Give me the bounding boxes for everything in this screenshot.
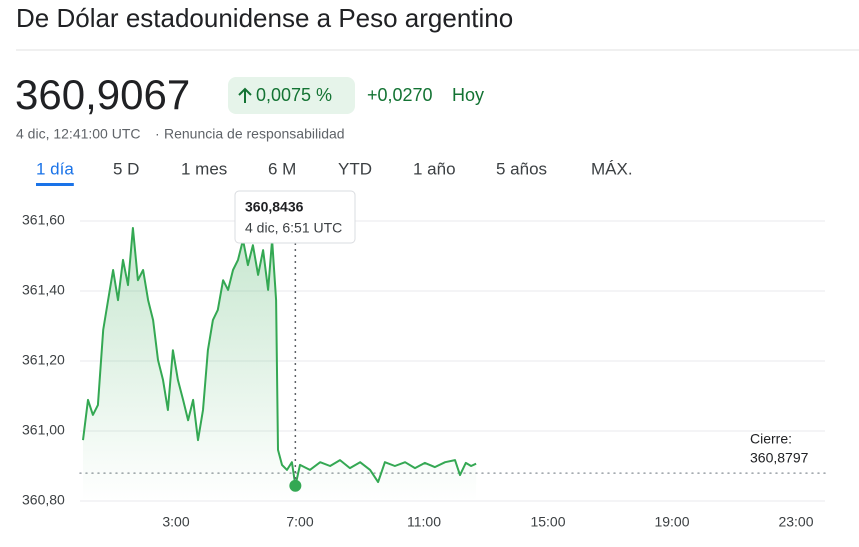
separator: ·	[155, 126, 160, 142]
price: 360,9067	[15, 71, 190, 118]
price-line	[82, 227, 477, 487]
tooltip-box	[234, 190, 356, 244]
tab-underline	[36, 183, 74, 186]
y-tick-label: 361,00	[22, 422, 65, 438]
previous-close-label: 360,8797	[750, 450, 809, 466]
tooltip-time: 4 dic, 6:51 UTC	[245, 220, 342, 236]
title: De Dólar estadounidense a Peso argentino	[16, 3, 513, 33]
y-tick-label: 361,20	[22, 352, 65, 368]
range-tab[interactable]: MÁX.	[591, 159, 633, 178]
disclaimer[interactable]: Renuncia de responsabilidad	[164, 126, 345, 142]
change-period: Hoy	[452, 85, 484, 105]
tooltip-value: 360,8436	[245, 199, 304, 215]
timestamp: 4 dic, 12:41:00 UTC	[16, 126, 141, 142]
x-tick-label: 19:00	[654, 514, 689, 530]
x-tick-label: 11:00	[407, 514, 441, 530]
change-pct: 0,0075 %	[256, 85, 332, 105]
range-tab[interactable]: 1 día	[36, 159, 74, 178]
area-fill	[83, 228, 477, 501]
previous-close-title: Cierre:	[750, 431, 792, 447]
x-tick-label: 3:00	[162, 514, 189, 530]
x-tick-label: 15:00	[530, 514, 565, 530]
y-tick-label: 361,40	[22, 282, 65, 298]
change-abs: +0,0270	[367, 85, 433, 105]
x-tick-label: 23:00	[778, 514, 813, 530]
range-tab[interactable]: 6 M	[268, 159, 296, 178]
range-tab[interactable]: 1 mes	[181, 159, 227, 178]
up-arrow	[238, 87, 252, 103]
range-tab[interactable]: 5 D	[113, 159, 139, 178]
y-tick-label: 361,60	[22, 212, 65, 228]
change-badge	[228, 77, 355, 114]
hover-dot	[289, 479, 302, 492]
x-tick-label: 7:00	[286, 514, 313, 530]
range-tab[interactable]: YTD	[338, 159, 372, 178]
y-tick-label: 360,80	[22, 492, 65, 508]
range-tab[interactable]: 5 años	[496, 159, 547, 178]
range-tab[interactable]: 1 año	[413, 159, 456, 178]
